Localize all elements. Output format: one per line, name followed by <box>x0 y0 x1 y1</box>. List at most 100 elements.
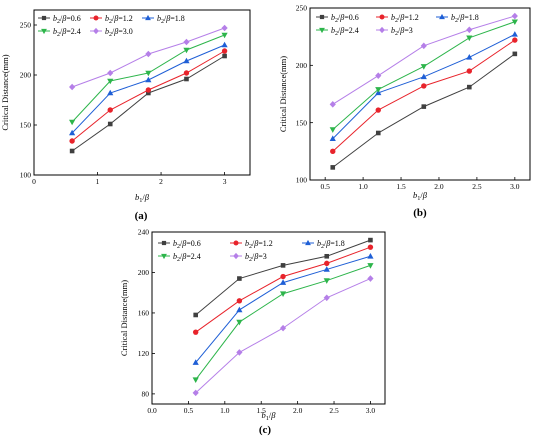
data-point <box>420 64 427 70</box>
data-point <box>511 31 518 37</box>
legend-label: b2/β=3 <box>245 252 267 263</box>
plot-frame <box>33 9 251 176</box>
data-point <box>280 273 286 280</box>
y-tick-label: 200 <box>296 61 308 70</box>
legend-label: b2/β=2.4 <box>173 252 201 263</box>
data-point <box>236 298 243 304</box>
data-point <box>69 129 76 136</box>
data-point <box>192 359 199 365</box>
legend-label: b2/β=2.4 <box>53 27 81 38</box>
x-tick-label: 3.0 <box>366 406 376 415</box>
y-axis-title: Critical Distance(mm) <box>278 56 288 132</box>
x-tick-label: 0.0 <box>147 406 157 415</box>
data-point <box>324 253 330 259</box>
data-point <box>221 32 228 39</box>
data-point <box>107 107 113 113</box>
data-point <box>375 130 381 136</box>
x-axis-title: b1/β <box>413 190 428 202</box>
data-point <box>193 312 198 318</box>
data-point <box>107 78 114 85</box>
x-tick-label: 1.0 <box>358 182 368 191</box>
data-point <box>145 50 152 58</box>
data-point <box>367 244 374 250</box>
series-line <box>195 255 371 363</box>
legend-marker <box>379 14 385 20</box>
panel-label: (a) <box>135 210 148 222</box>
legend-marker <box>41 15 47 21</box>
y-tick-label: 150 <box>296 118 308 127</box>
x-axis-title: b1/β <box>261 410 276 422</box>
data-point <box>69 138 75 144</box>
data-point <box>192 329 199 335</box>
x-tick-label: 0.5 <box>320 182 330 191</box>
data-point <box>69 119 76 126</box>
data-point <box>329 127 336 133</box>
legend-marker <box>233 240 239 246</box>
x-tick-label: 1.5 <box>257 406 267 415</box>
data-point <box>221 48 228 54</box>
data-point <box>421 104 427 109</box>
y-tick-label: 150 <box>20 121 32 130</box>
data-point <box>279 291 287 298</box>
data-point <box>107 89 114 96</box>
y-tick-label: 80 <box>142 389 150 398</box>
data-point <box>236 306 243 313</box>
x-tick-label: 2.5 <box>329 406 339 415</box>
data-point <box>329 135 336 142</box>
x-tick-label: 1 <box>96 177 100 186</box>
data-point <box>192 377 199 384</box>
legend-marker <box>319 14 325 20</box>
data-point <box>466 35 473 42</box>
x-tick-label: 2.0 <box>293 406 303 415</box>
legend-label: b2/β=3 <box>391 26 413 37</box>
legend-marker <box>41 28 47 35</box>
y-tick-label: 250 <box>296 4 308 13</box>
data-point <box>375 72 382 79</box>
data-point <box>512 51 518 57</box>
data-point <box>323 266 330 272</box>
data-point <box>69 148 75 154</box>
legend: b2/β=0.6 b2/β=1.2 b2/β=1.8 b2/β=2.4 b2/β=3 <box>316 13 479 37</box>
y-tick-label: 200 <box>20 71 32 80</box>
data-point <box>107 121 113 127</box>
legend-label: b2/β=1.8 <box>317 239 345 250</box>
data-point <box>330 165 336 170</box>
legend-label: b2/β=1.2 <box>245 239 273 250</box>
y-tick-label: 100 <box>20 171 32 180</box>
legend-marker <box>93 15 99 21</box>
plot-frame <box>151 231 386 405</box>
data-point <box>420 73 427 80</box>
data-point <box>107 69 114 77</box>
series-line <box>71 55 225 152</box>
data-point <box>420 42 427 50</box>
y-axis-title: Critical Distance(mm) <box>0 54 10 130</box>
x-tick-label: 0 <box>32 177 36 186</box>
data-point <box>183 47 190 54</box>
data-point <box>367 263 374 269</box>
legend-label: b2/β=1.8 <box>451 13 479 24</box>
legend-marker <box>379 26 385 34</box>
series-line <box>332 15 515 105</box>
data-point <box>237 276 242 281</box>
data-point <box>511 19 518 26</box>
data-point <box>236 319 243 326</box>
data-point <box>467 84 472 90</box>
x-tick-label: 1.0 <box>220 406 230 415</box>
data-point <box>466 68 473 74</box>
legend-marker <box>161 240 167 246</box>
data-point <box>184 76 189 82</box>
legend-label: b2/β=1.2 <box>391 13 419 24</box>
data-point <box>330 148 336 155</box>
legend-marker <box>233 252 239 260</box>
x-tick-label: 0.5 <box>184 406 194 415</box>
legend-label: b2/β=3.0 <box>105 27 133 38</box>
data-point <box>375 107 381 113</box>
legend-label: b2/β=2.4 <box>331 26 359 37</box>
data-point <box>222 53 227 59</box>
data-point <box>368 237 373 243</box>
x-tick-label: 3 <box>223 177 227 186</box>
plot-frame <box>309 7 531 181</box>
y-tick-label: 250 <box>20 21 32 30</box>
data-point <box>192 389 199 397</box>
data-point <box>280 263 286 268</box>
